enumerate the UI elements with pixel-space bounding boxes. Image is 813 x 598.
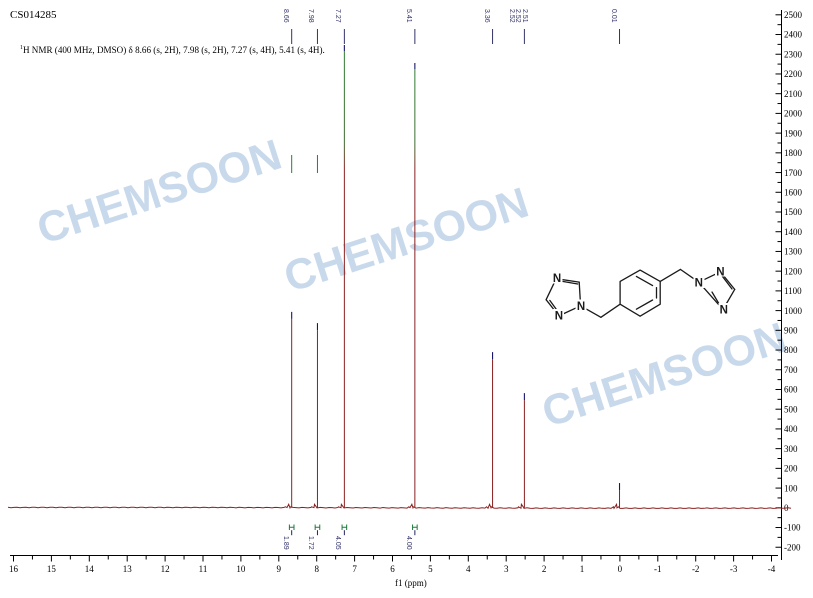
svg-text:4: 4 xyxy=(466,564,471,574)
svg-text:7: 7 xyxy=(352,564,357,574)
svg-text:10: 10 xyxy=(236,564,246,574)
svg-text:3: 3 xyxy=(504,564,509,574)
svg-text:1000: 1000 xyxy=(784,306,803,316)
svg-text:14: 14 xyxy=(85,564,95,574)
svg-text:5: 5 xyxy=(428,564,433,574)
svg-text:1700: 1700 xyxy=(784,168,803,178)
svg-text:2400: 2400 xyxy=(784,30,803,40)
svg-text:800: 800 xyxy=(784,345,798,355)
svg-text:100: 100 xyxy=(784,483,798,493)
svg-text:700: 700 xyxy=(784,365,798,375)
svg-text:13: 13 xyxy=(123,564,133,574)
svg-text:6: 6 xyxy=(390,564,395,574)
svg-text:12: 12 xyxy=(161,564,170,574)
svg-text:500: 500 xyxy=(784,404,798,414)
svg-text:1800: 1800 xyxy=(784,148,803,158)
svg-text:2000: 2000 xyxy=(784,109,803,119)
svg-text:9: 9 xyxy=(277,564,282,574)
svg-text:1500: 1500 xyxy=(784,207,803,217)
svg-text:16: 16 xyxy=(9,564,19,574)
svg-text:1400: 1400 xyxy=(784,227,803,237)
svg-text:200: 200 xyxy=(784,464,798,474)
svg-text:400: 400 xyxy=(784,424,798,434)
svg-text:900: 900 xyxy=(784,326,798,336)
svg-text:-2: -2 xyxy=(692,564,700,574)
svg-text:2200: 2200 xyxy=(784,69,803,79)
svg-text:15: 15 xyxy=(47,564,57,574)
svg-text:1300: 1300 xyxy=(784,247,803,257)
svg-text:300: 300 xyxy=(784,444,798,454)
svg-text:2300: 2300 xyxy=(784,49,803,59)
svg-text:8: 8 xyxy=(314,564,319,574)
svg-text:1900: 1900 xyxy=(784,128,803,138)
svg-text:1100: 1100 xyxy=(784,286,802,296)
svg-text:2: 2 xyxy=(542,564,547,574)
svg-text:2100: 2100 xyxy=(784,89,803,99)
svg-text:-4: -4 xyxy=(768,564,776,574)
svg-text:-100: -100 xyxy=(784,523,801,533)
svg-text:-3: -3 xyxy=(730,564,738,574)
svg-text:-1: -1 xyxy=(654,564,662,574)
svg-text:2500: 2500 xyxy=(784,10,803,20)
svg-text:600: 600 xyxy=(784,385,798,395)
svg-text:1: 1 xyxy=(580,564,585,574)
svg-text:1600: 1600 xyxy=(784,187,803,197)
svg-text:0: 0 xyxy=(618,564,623,574)
svg-text:11: 11 xyxy=(199,564,208,574)
svg-text:1200: 1200 xyxy=(784,266,803,276)
svg-text:-200: -200 xyxy=(784,542,801,552)
